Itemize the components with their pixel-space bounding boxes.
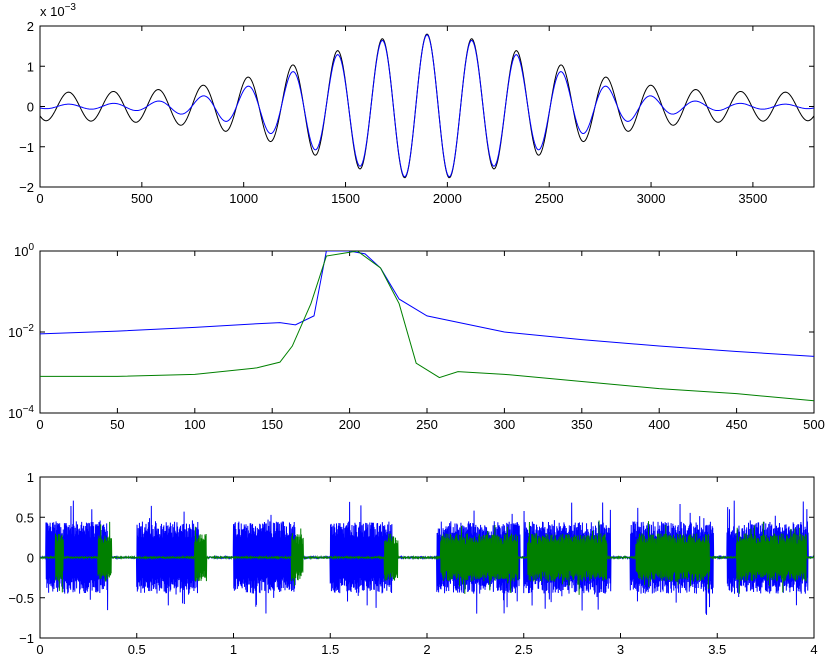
x-tick-label: 200 — [339, 417, 361, 432]
x-tick-label: 2500 — [535, 191, 564, 206]
y-tick-label: 1 — [27, 470, 34, 485]
y-tick-label: 0 — [27, 551, 34, 566]
x-tick-label: 0 — [36, 417, 43, 432]
x-tick-label: 3 — [617, 642, 624, 657]
x-tick-label: 1.5 — [321, 642, 339, 657]
x-tick-label: 2.5 — [515, 642, 533, 657]
x-tick-label: 300 — [494, 417, 516, 432]
y-tick-label: 10−2 — [8, 323, 34, 340]
x-tick-label: 0 — [36, 191, 43, 206]
series-1-b — [40, 34, 814, 178]
x-tick-label: 0.5 — [128, 642, 146, 657]
x-tick-label: 1 — [230, 642, 237, 657]
y-tick-label: 100 — [14, 242, 34, 259]
x-tick-label: 50 — [110, 417, 124, 432]
plot-frame — [39, 250, 815, 414]
y-tick-label: −2 — [19, 180, 34, 195]
axes-1: 0 500 1000 1500 2000 2500 3000 3500 −2 −1 0 1 2 — [19, 19, 815, 206]
y-tick-label: 2 — [27, 19, 34, 34]
y-tick-label: −1 — [19, 631, 34, 646]
x-tick-label: 3000 — [637, 191, 666, 206]
x-tick-label: 500 — [803, 417, 825, 432]
y-tick-label: 10−4 — [8, 404, 34, 421]
x-tick-label: 2 — [423, 642, 430, 657]
series-2-b — [40, 251, 814, 402]
y-multiplier-label: x 10−3 — [40, 2, 76, 19]
y-tick-label: 1 — [27, 59, 34, 74]
x-tick-label: 500 — [131, 191, 153, 206]
x-tick-label: 350 — [571, 417, 593, 432]
x-tick-label: 2000 — [433, 191, 462, 206]
y-tick-label: 0 — [27, 100, 34, 115]
x-tick-label: 1000 — [229, 191, 258, 206]
x-tick-label: 150 — [261, 417, 283, 432]
series-3-b — [40, 520, 814, 595]
series-2-a — [40, 251, 814, 357]
x-tick-label: 100 — [184, 417, 206, 432]
axes-2: 0 50 100 150 200 250 300 350 400 450 500 100 10−2 10−… — [8, 242, 825, 432]
x-tick-label: 450 — [726, 417, 748, 432]
x-tick-label: 3500 — [738, 191, 767, 206]
x-tick-label: 4 — [810, 642, 817, 657]
x-tick-label: 0 — [36, 642, 43, 657]
plot-frame — [39, 25, 815, 188]
series-1-a — [40, 33, 814, 179]
y-tick-label: −1 — [19, 140, 34, 155]
x-tick-label: 250 — [416, 417, 438, 432]
x-tick-label: 400 — [648, 417, 670, 432]
x-tick-label: 3.5 — [708, 642, 726, 657]
y-tick-label: −0.5 — [8, 591, 34, 606]
x-tick-label: 1500 — [331, 191, 360, 206]
y-tick-label: 0.5 — [16, 510, 34, 525]
